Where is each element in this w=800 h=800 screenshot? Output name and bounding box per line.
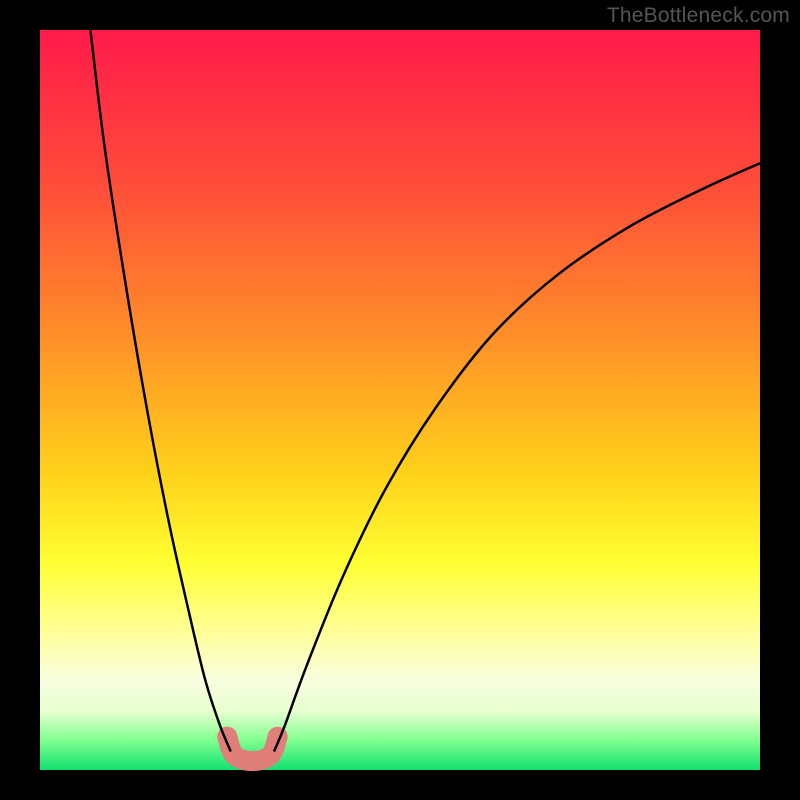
bottleneck-chart [0,0,800,800]
plot-background [40,30,760,770]
chart-stage: TheBottleneck.com [0,0,800,800]
watermark-text: TheBottleneck.com [607,4,790,28]
